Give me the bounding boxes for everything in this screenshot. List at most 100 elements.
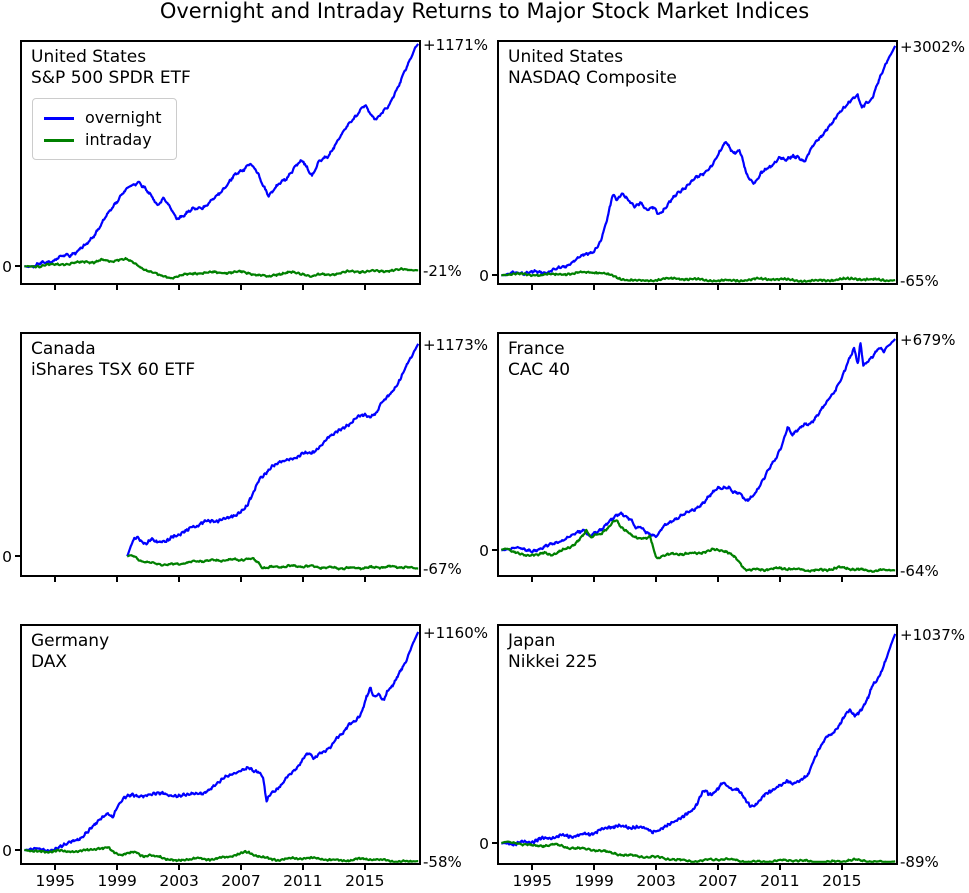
x-tick bbox=[717, 577, 719, 582]
x-tick-label: 2015 bbox=[345, 872, 385, 890]
x-tick bbox=[178, 285, 181, 290]
panel-germany-dax: Germany DAX +1160% -58% 0 1995 1999 2003 20… bbox=[2, 624, 488, 890]
intraday-line bbox=[500, 519, 896, 573]
panel-index-name: Nikkei 225 bbox=[508, 652, 598, 672]
x-tick bbox=[655, 285, 658, 290]
zero-tick-label: 0 bbox=[479, 267, 489, 286]
x-tick-label: 2011 bbox=[760, 872, 800, 890]
panel-japan-nikkei225: Japan Nikkei 225 +1037% -89% 0 1995 1999 2… bbox=[479, 624, 965, 890]
panel-country: Japan bbox=[508, 631, 556, 651]
x-tick bbox=[531, 577, 534, 582]
x-tick bbox=[363, 865, 366, 870]
x-tick bbox=[531, 285, 534, 290]
x-tick bbox=[717, 865, 719, 870]
x-tick bbox=[116, 577, 119, 582]
panel-country: France bbox=[508, 339, 565, 359]
x-tick bbox=[778, 285, 781, 290]
overnight-end-label: +1171% bbox=[423, 35, 488, 54]
zero-tick-label: 0 bbox=[479, 542, 489, 561]
intraday-line bbox=[126, 554, 419, 571]
x-tick bbox=[301, 285, 304, 290]
x-tick-label: 2011 bbox=[283, 872, 323, 890]
x-tick-label: 1999 bbox=[574, 872, 614, 890]
legend-line-intraday-icon bbox=[44, 138, 74, 142]
overnight-end-label: +3002% bbox=[900, 37, 965, 56]
panel-label: United States S&P 500 SPDR ETF bbox=[31, 47, 191, 89]
x-tick-label: 1995 bbox=[35, 872, 75, 890]
x-tick bbox=[840, 865, 843, 870]
zero-tick bbox=[492, 842, 497, 845]
x-tick bbox=[593, 577, 596, 582]
x-tick bbox=[840, 577, 843, 582]
x-tick bbox=[240, 865, 242, 870]
zero-tick bbox=[492, 274, 497, 277]
legend: overnight intraday bbox=[32, 98, 177, 160]
x-tick bbox=[116, 865, 119, 870]
panel-label: France CAC 40 bbox=[508, 339, 570, 381]
x-tick bbox=[54, 865, 57, 870]
panel-france-cac40: France CAC 40 +679% -64% 0 bbox=[479, 331, 955, 582]
x-tick bbox=[301, 865, 304, 870]
x-tick-label: 1995 bbox=[512, 872, 552, 890]
intraday-end-label: -21% bbox=[423, 262, 462, 281]
x-tick bbox=[363, 285, 366, 290]
intraday-end-label: -58% bbox=[423, 853, 462, 872]
x-tick bbox=[54, 577, 57, 582]
x-tick-label: 2003 bbox=[159, 872, 199, 890]
x-tick bbox=[116, 285, 119, 290]
x-tick-label: 1999 bbox=[97, 872, 137, 890]
panel-country: Germany bbox=[31, 631, 110, 651]
x-tick bbox=[778, 865, 781, 870]
zero-tick-label: 0 bbox=[2, 842, 12, 861]
panel-index-name: NASDAQ Composite bbox=[508, 68, 677, 88]
overnight-line bbox=[500, 633, 896, 847]
overnight-end-label: +1037% bbox=[900, 625, 965, 644]
panel-country: United States bbox=[31, 47, 147, 67]
figure-title: Overnight and Intraday Returns to Major … bbox=[159, 0, 810, 23]
intraday-end-label: -67% bbox=[423, 560, 462, 579]
overnight-line bbox=[126, 343, 419, 557]
panel-label: Germany DAX bbox=[31, 631, 109, 673]
overnight-end-label: +679% bbox=[900, 330, 956, 349]
intraday-end-label: -64% bbox=[900, 562, 939, 581]
overnight-line bbox=[500, 45, 896, 277]
panel-label: United States NASDAQ Composite bbox=[508, 47, 677, 89]
x-tick bbox=[531, 865, 534, 870]
legend-label-intraday: intraday bbox=[85, 130, 152, 149]
legend-label-overnight: overnight bbox=[85, 108, 162, 127]
x-tick-label: 2003 bbox=[636, 872, 676, 890]
line-plot-us-sp500 bbox=[23, 43, 419, 280]
intraday-end-label: -89% bbox=[900, 853, 939, 872]
intraday-line bbox=[23, 257, 419, 280]
panel-index-name: iShares TSX 60 ETF bbox=[31, 360, 196, 380]
intraday-line bbox=[500, 840, 896, 863]
x-tick-label: 2015 bbox=[822, 872, 862, 890]
x-tick bbox=[593, 285, 596, 290]
x-tick bbox=[655, 577, 658, 582]
overnight-line bbox=[23, 43, 419, 269]
zero-tick bbox=[492, 549, 497, 552]
x-tick bbox=[178, 865, 181, 870]
line-plot-france-cac40 bbox=[500, 338, 896, 573]
x-tick-label: 2007 bbox=[698, 872, 738, 890]
zero-tick-label: 0 bbox=[479, 835, 489, 854]
overnight-line bbox=[500, 338, 896, 554]
zero-tick-label: 0 bbox=[2, 548, 12, 567]
panel-country: United States bbox=[508, 47, 624, 67]
x-tick bbox=[54, 285, 57, 290]
intraday-line bbox=[500, 270, 896, 283]
panel-label: Canada iShares TSX 60 ETF bbox=[31, 339, 195, 381]
x-tick bbox=[593, 865, 596, 870]
line-plot-canada-tsx60 bbox=[126, 343, 419, 571]
x-tick bbox=[301, 577, 304, 582]
panel-canada-tsx60: Canada iShares TSX 60 ETF +1173% -67% 0 bbox=[2, 332, 488, 582]
zero-tick bbox=[15, 849, 20, 852]
panel-label: Japan Nikkei 225 bbox=[508, 631, 598, 673]
panel-index-name: CAC 40 bbox=[508, 360, 571, 380]
zero-tick bbox=[15, 265, 20, 268]
legend-item-overnight: overnight bbox=[44, 107, 162, 129]
x-tick bbox=[363, 577, 366, 582]
panel-us-sp500: United States S&P 500 SPDR ETF overnight… bbox=[2, 36, 488, 290]
x-tick bbox=[240, 285, 242, 290]
